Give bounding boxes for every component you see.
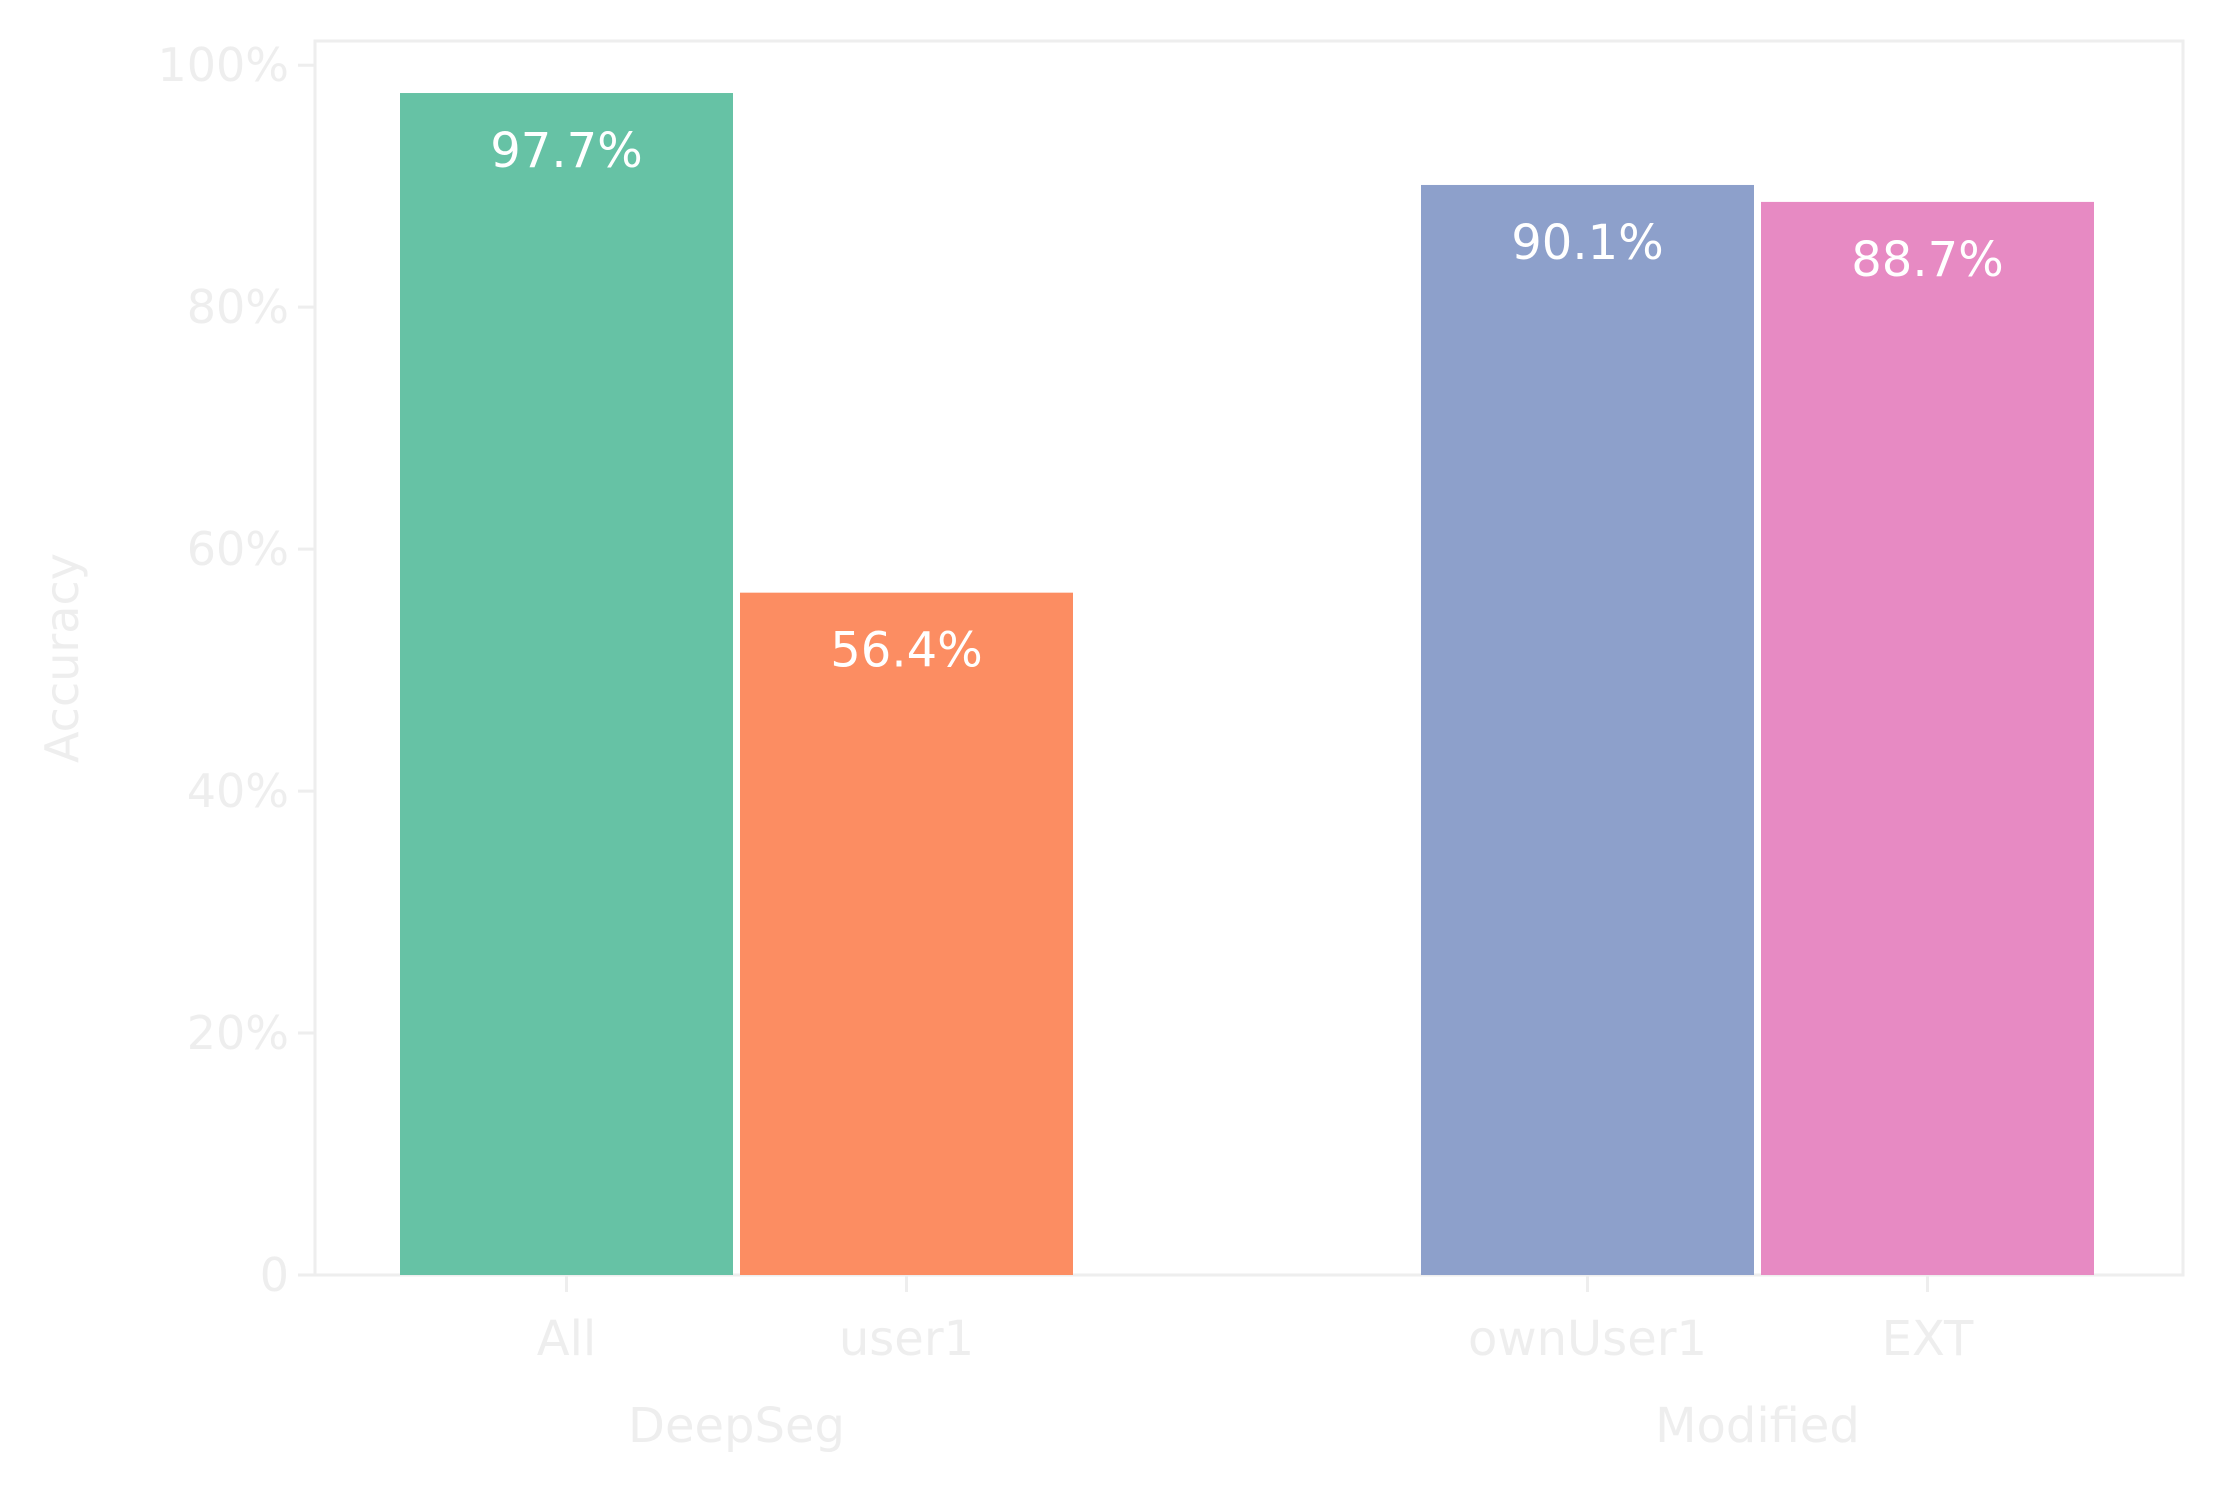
y-tick-label: 40% bbox=[187, 764, 289, 818]
bar bbox=[400, 93, 733, 1275]
plot-frame bbox=[313, 39, 2185, 1277]
y-axis-label: Accuracy bbox=[35, 553, 89, 763]
x-axis: All user1 DeepSeg ownUser1 EXT Modified bbox=[537, 1275, 1974, 1454]
x-tick-label: user1 bbox=[839, 1311, 974, 1367]
bar bbox=[1761, 201, 2094, 1275]
x-tick-label: All bbox=[537, 1311, 597, 1367]
bar-value-label: 88.7% bbox=[1851, 232, 2003, 288]
group-label: Modified bbox=[1655, 1398, 1860, 1454]
x-tick-label: EXT bbox=[1882, 1311, 1974, 1367]
group-label: DeepSeg bbox=[628, 1398, 845, 1454]
y-tick-label: 20% bbox=[187, 1006, 289, 1060]
y-tick-label: 60% bbox=[187, 522, 289, 576]
bar-value-label: 90.1% bbox=[1511, 215, 1663, 271]
y-axis: 0 20% 40% 60% 80% 100% bbox=[157, 38, 315, 1302]
bar-value-label: 97.7% bbox=[490, 123, 642, 179]
y-tick-label: 80% bbox=[187, 280, 289, 334]
bar-value-label: 56.4% bbox=[830, 623, 982, 679]
bar bbox=[1421, 184, 1754, 1275]
bar bbox=[740, 592, 1073, 1275]
x-tick-label: ownUser1 bbox=[1468, 1311, 1707, 1367]
bars: 97.7% 56.4% 90.1% 88.7% bbox=[400, 93, 2094, 1275]
y-tick-label: 0 bbox=[260, 1248, 289, 1302]
y-tick-label: 100% bbox=[157, 38, 289, 92]
